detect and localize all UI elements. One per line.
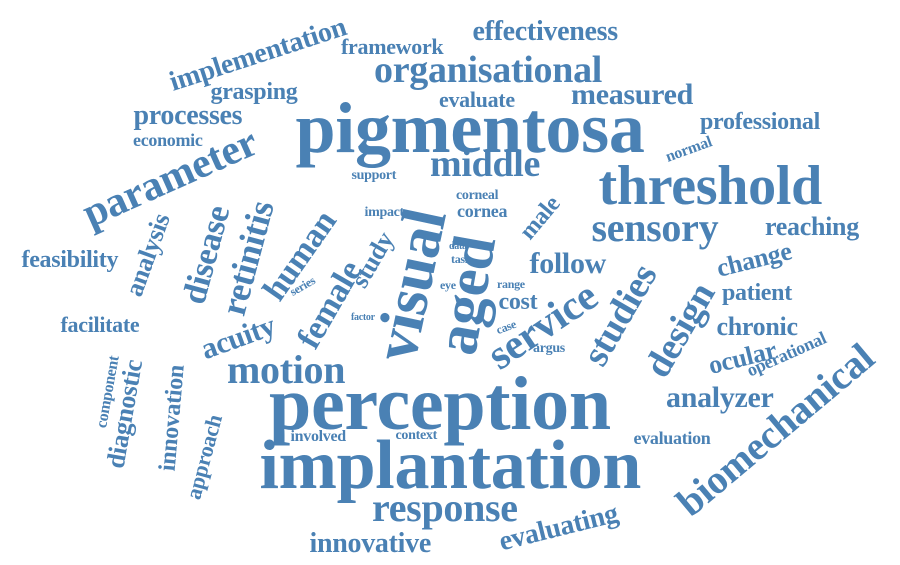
cloud-word: facilitate [60, 312, 140, 337]
cloud-word: context [395, 428, 438, 443]
cloud-word: implantation [259, 427, 642, 504]
cloud-word: motion [227, 347, 346, 392]
cloud-word: task [451, 252, 472, 266]
cloud-word: analyzer [666, 381, 774, 414]
cloud-word: support [351, 168, 397, 183]
cloud-word: cornea [457, 201, 508, 221]
cloud-word: threshold [598, 155, 823, 217]
cloud-word: reaching [765, 212, 859, 241]
cloud-word: innovative [309, 528, 432, 559]
cloud-word: male [514, 191, 566, 245]
cloud-word: innovation [154, 363, 190, 473]
cloud-word: follow [529, 247, 607, 280]
cloud-word: change [713, 236, 795, 283]
cloud-word: sensory [591, 205, 719, 250]
cloud-word: economic [133, 130, 203, 150]
cloud-word: middle [430, 143, 541, 185]
cloud-word: effectiveness [472, 16, 619, 47]
cloud-word: chronic [716, 312, 799, 341]
cloud-word: evaluation [633, 428, 711, 448]
cloud-word: pigmentosa [295, 88, 645, 168]
cloud-word: involved [290, 428, 347, 445]
cloud-word: cost [498, 289, 538, 315]
cloud-word: processes [133, 100, 243, 131]
cloud-word: framework [341, 34, 444, 59]
cloud-word: range [497, 277, 525, 291]
cloud-word: analysis [119, 209, 176, 301]
cloud-word: eye [440, 278, 456, 292]
cloud-word: professional [700, 109, 820, 135]
cloud-word: patient [722, 280, 792, 306]
cloud-word: impact [364, 205, 405, 220]
cloud-word: response [372, 485, 518, 530]
cloud-word: data [449, 241, 467, 252]
cloud-word: approach [180, 411, 228, 502]
cloud-word: factor [351, 312, 375, 323]
cloud-word: perception [269, 362, 611, 446]
cloud-word: measured [571, 78, 694, 111]
cloud-word: evaluate [439, 87, 515, 112]
cloud-word: grasping [210, 79, 298, 105]
cloud-word: corneal [456, 188, 499, 203]
cloud-word: organisational [374, 49, 603, 91]
cloud-word: argus [533, 341, 565, 356]
cloud-word: feasibility [21, 247, 119, 273]
